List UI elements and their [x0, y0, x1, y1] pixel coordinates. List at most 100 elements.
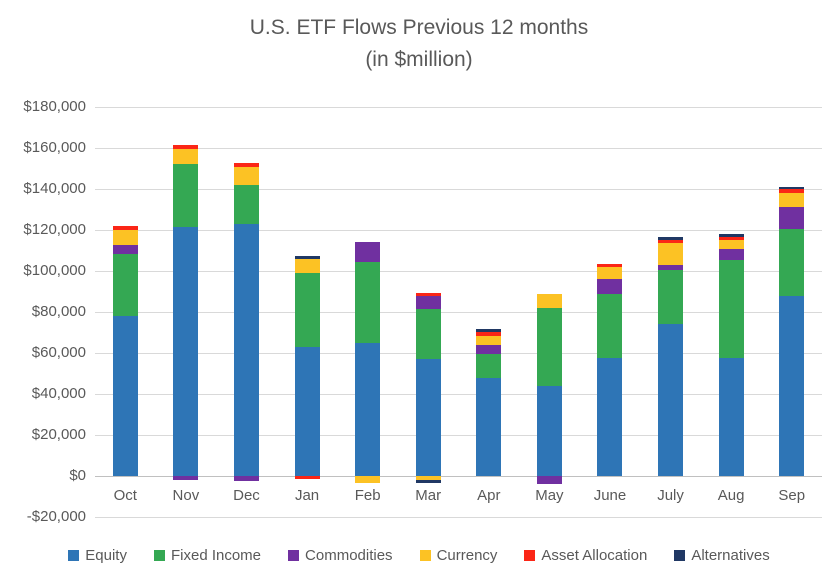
feb-fixed-income-segment [355, 261, 381, 343]
x-axis-label-july: July [657, 487, 684, 504]
legend-item-currency: Currency [419, 547, 498, 564]
may-commodities-segment [536, 476, 562, 485]
x-axis-label-sep: Sep [778, 487, 806, 504]
apr-commodities-segment [476, 345, 502, 355]
oct-equity-segment [112, 316, 138, 476]
july-currency-segment [658, 243, 684, 265]
legend-item-equity: Equity [68, 547, 127, 564]
x-axis-label-feb: Feb [354, 487, 381, 504]
x-axis-label-jan: Jan [294, 487, 320, 504]
mar-alternatives-segment [415, 480, 441, 484]
x-axis-label-apr: Apr [477, 487, 501, 504]
apr-asset-allocation-segment [476, 332, 502, 336]
mar-asset-allocation-segment [415, 292, 441, 296]
gridline-40000 [95, 394, 822, 395]
sep-currency-segment [779, 193, 805, 208]
y-axis-tick-label: $120,000 [23, 221, 86, 238]
sep-alternatives-segment [779, 186, 805, 189]
apr-equity-segment [476, 377, 502, 476]
sep-asset-allocation-segment [779, 189, 805, 194]
legend-label-equity: Equity [85, 547, 127, 564]
legend-label-currency: Currency [436, 547, 498, 564]
dec-commodities-segment [233, 476, 259, 482]
apr-currency-segment [476, 335, 502, 345]
nov-commodities-segment [173, 476, 199, 481]
july-alternatives-segment [658, 237, 684, 241]
legend-label-alternatives: Alternatives [691, 547, 770, 564]
july-equity-segment [658, 324, 684, 476]
jan-equity-segment [294, 346, 320, 476]
oct-currency-segment [112, 230, 138, 246]
sep-fixed-income-segment [779, 228, 805, 296]
legend-label-commodities: Commodities [305, 547, 393, 564]
y-axis-tick-label: $20,000 [31, 426, 86, 443]
x-axis-label-oct: Oct [113, 487, 137, 504]
y-axis-tick-label: $180,000 [23, 98, 86, 115]
apr-alternatives-segment [476, 329, 502, 333]
aug-asset-allocation-segment [718, 237, 744, 241]
june-fixed-income-segment [597, 293, 623, 359]
june-currency-segment [597, 266, 623, 280]
dec-asset-allocation-segment [233, 163, 259, 168]
gridline-60000 [95, 353, 822, 354]
feb-currency-segment [355, 476, 381, 484]
dec-equity-segment [233, 223, 259, 476]
oct-asset-allocation-segment [112, 225, 138, 230]
june-commodities-segment [597, 279, 623, 294]
mar-fixed-income-segment [415, 308, 441, 360]
mar-equity-segment [415, 359, 441, 476]
feb-equity-segment [355, 342, 381, 476]
legend-item-fixed-income: Fixed Income [153, 547, 262, 564]
y-axis-tick-label: -$20,000 [26, 508, 86, 525]
legend-swatch-commodities [288, 550, 300, 561]
nov-asset-allocation-segment [173, 144, 199, 150]
july-commodities-segment [658, 264, 684, 270]
legend-label-asset-allocation: Asset Allocation [541, 547, 648, 564]
legend-swatch-fixed-income [153, 550, 165, 561]
may-equity-segment [536, 385, 562, 476]
y-axis-tick-label: $0 [69, 467, 86, 484]
chart-title: U.S. ETF Flows Previous 12 months [249, 16, 589, 39]
chart-legend: Equity Fixed Income Commodities Currency Ass… [0, 547, 838, 564]
jan-alternatives-segment [294, 255, 320, 259]
gridline-160000 [95, 148, 822, 149]
sep-commodities-segment [779, 207, 805, 229]
x-axis-label-aug: Aug [717, 487, 745, 504]
mar-currency-segment [415, 476, 441, 481]
nov-currency-segment [173, 149, 199, 165]
gridline--20000 [95, 517, 822, 518]
may-fixed-income-segment [536, 307, 562, 386]
gridline-180000 [95, 107, 822, 108]
gridline-20000 [95, 435, 822, 436]
jan-fixed-income-segment [294, 273, 320, 347]
y-axis-tick-label: $100,000 [23, 262, 86, 279]
aug-equity-segment [718, 358, 744, 476]
x-axis-label-nov: Nov [172, 487, 200, 504]
legend-item-commodities: Commodities [288, 547, 393, 564]
legend-label-fixed-income: Fixed Income [170, 547, 262, 564]
oct-fixed-income-segment [112, 253, 138, 317]
may-currency-segment [536, 293, 562, 308]
apr-fixed-income-segment [476, 354, 502, 378]
gridline-120000 [95, 230, 822, 231]
nov-fixed-income-segment [173, 164, 199, 227]
y-axis-tick-label: $160,000 [23, 139, 86, 156]
legend-item-asset-allocation: Asset Allocation [524, 547, 647, 564]
gridline-80000 [95, 312, 822, 313]
legend-swatch-equity [68, 550, 80, 561]
legend-swatch-currency [419, 550, 431, 561]
x-axis-label-june: June [593, 487, 627, 504]
july-fixed-income-segment [658, 269, 684, 325]
dec-fixed-income-segment [233, 184, 259, 224]
x-axis-label-mar: Mar [415, 487, 442, 504]
aug-currency-segment [718, 240, 744, 250]
nov-equity-segment [173, 226, 199, 476]
aug-alternatives-segment [718, 234, 744, 238]
legend-swatch-asset-allocation [524, 550, 536, 561]
x-axis-label-dec: Dec [233, 487, 260, 504]
y-axis-tick-label: $60,000 [31, 344, 86, 361]
legend-item-alternatives: Alternatives [674, 547, 770, 564]
july-asset-allocation-segment [658, 240, 684, 244]
jan-asset-allocation-segment [294, 476, 320, 480]
